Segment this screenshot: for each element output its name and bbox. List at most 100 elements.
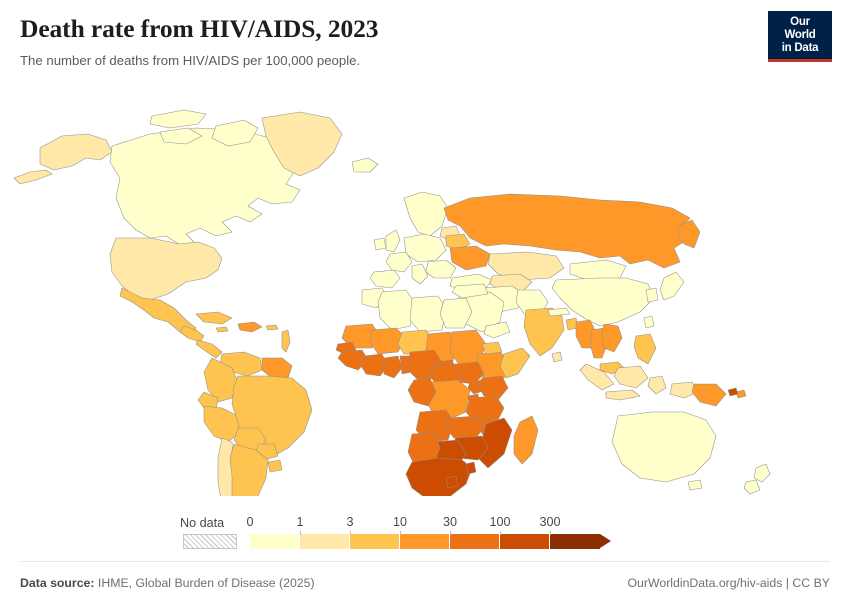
- country-russia-kamchatka[interactable]: [678, 220, 700, 248]
- legend-tick-1: 1: [296, 515, 304, 529]
- legend-no-data-swatch[interactable]: [183, 534, 237, 549]
- country-indonesia-sulawesi[interactable]: [648, 376, 666, 394]
- chart-header: Death rate from HIV/AIDS, 2023 The numbe…: [0, 0, 850, 80]
- legend-tick-3: 3: [346, 515, 354, 529]
- legend-bin-2[interactable]: [350, 534, 400, 549]
- country-canada-baffin-island[interactable]: [212, 120, 258, 146]
- page-title: Death rate from HIV/AIDS, 2023: [20, 14, 379, 43]
- country-ireland[interactable]: [374, 238, 386, 250]
- country-uruguay[interactable]: [268, 460, 282, 472]
- logo-line-1: Our World: [784, 16, 816, 41]
- world-map-svg[interactable]: [0, 86, 850, 496]
- country-united-kingdom[interactable]: [386, 230, 400, 252]
- world-choropleth-map[interactable]: [0, 86, 850, 496]
- country-mongolia[interactable]: [570, 260, 626, 280]
- country-guatemala-honduras[interactable]: [180, 326, 204, 342]
- country-somalia[interactable]: [500, 348, 530, 378]
- footer-site-link[interactable]: OurWorldinData.org/hiv-aids | CC BY: [627, 576, 830, 590]
- legend-color-bar[interactable]: [250, 534, 670, 549]
- country-united-states-alaska[interactable]: [40, 134, 112, 170]
- country-mali[interactable]: [370, 328, 406, 354]
- country-peru[interactable]: [204, 406, 240, 442]
- legend-tick-mark-3: [350, 531, 351, 535]
- country-cote-divoire[interactable]: [360, 354, 388, 376]
- country-aleutian-islands[interactable]: [14, 170, 52, 184]
- country-vietnam-laos-cambodia[interactable]: [602, 324, 622, 352]
- legend-tick-mark-1: [300, 531, 301, 535]
- country-nepal[interactable]: [548, 308, 570, 316]
- legend-tick-300: 300: [539, 515, 561, 529]
- country-canada-victoria-island[interactable]: [160, 128, 202, 144]
- country-nicaragua-costa-rica-panama[interactable]: [196, 340, 222, 358]
- country-iceland[interactable]: [352, 158, 378, 172]
- country-cuba[interactable]: [196, 312, 232, 324]
- chart-footer: Data source: IHME, Global Burden of Dise…: [0, 566, 850, 600]
- country-eritrea-djibouti[interactable]: [482, 342, 502, 354]
- country-jamaica[interactable]: [216, 327, 228, 332]
- country-indonesia-papua[interactable]: [670, 382, 698, 398]
- page-subtitle: The number of deaths from HIV/AIDS per 1…: [20, 52, 361, 68]
- country-puerto-rico[interactable]: [266, 325, 278, 330]
- footer-source-label: Data source:: [20, 576, 95, 590]
- country-madagascar[interactable]: [514, 416, 538, 464]
- country-australia[interactable]: [612, 412, 716, 482]
- country-china[interactable]: [552, 278, 654, 326]
- country-spain-portugal[interactable]: [370, 270, 400, 288]
- country-solomon-islands[interactable]: [728, 388, 738, 396]
- logo-line-2: in Data: [781, 41, 819, 54]
- legend-tick-30: 30: [442, 515, 458, 529]
- country-haiti-dominican-republic[interactable]: [238, 322, 262, 332]
- country-yemen-oman[interactable]: [484, 322, 510, 338]
- country-tasmania[interactable]: [688, 480, 702, 490]
- legend-tick-100: 100: [489, 515, 511, 529]
- country-eswatini[interactable]: [466, 462, 476, 474]
- country-indonesia-borneo[interactable]: [614, 366, 648, 388]
- country-congo-gabon[interactable]: [408, 378, 436, 406]
- country-ghana[interactable]: [384, 356, 402, 378]
- country-iraq-syria[interactable]: [452, 284, 488, 298]
- legend-bins[interactable]: [250, 534, 600, 549]
- country-russia[interactable]: [444, 194, 690, 268]
- country-korea[interactable]: [646, 288, 658, 302]
- country-colombia[interactable]: [204, 358, 238, 402]
- country-united-states[interactable]: [110, 238, 222, 300]
- country-argentina[interactable]: [230, 444, 268, 496]
- map-countries[interactable]: [14, 110, 770, 496]
- map-legend[interactable]: No data 0 1 3 10 30 100 300: [0, 505, 850, 553]
- legend-bin-6[interactable]: [550, 534, 600, 549]
- legend-bin-3[interactable]: [400, 534, 450, 549]
- country-lesser-antilles[interactable]: [282, 330, 290, 352]
- country-central-europe[interactable]: [404, 234, 446, 262]
- country-sri-lanka[interactable]: [552, 352, 562, 362]
- country-new-zealand-south[interactable]: [744, 480, 760, 494]
- country-norway-sweden-finland[interactable]: [404, 192, 448, 236]
- footer-divider: [20, 561, 830, 562]
- legend-open-ended-arrow: [600, 534, 611, 548]
- country-egypt[interactable]: [440, 298, 472, 328]
- country-japan[interactable]: [660, 272, 684, 300]
- country-balkans[interactable]: [426, 260, 456, 278]
- country-lesotho[interactable]: [446, 476, 458, 488]
- country-libya[interactable]: [410, 296, 446, 332]
- country-guyana-suriname[interactable]: [262, 358, 292, 378]
- country-greenland[interactable]: [262, 112, 342, 176]
- country-indonesia-sumatra[interactable]: [580, 364, 614, 390]
- legend-bin-5[interactable]: [500, 534, 550, 549]
- country-algeria[interactable]: [378, 290, 414, 330]
- country-indonesia-java[interactable]: [606, 390, 640, 400]
- country-ukraine[interactable]: [450, 246, 490, 270]
- country-kazakhstan[interactable]: [488, 252, 564, 280]
- our-world-in-data-logo[interactable]: Our World in Data: [768, 11, 832, 62]
- country-philippines[interactable]: [634, 334, 656, 364]
- country-pacific-islands[interactable]: [736, 390, 746, 398]
- legend-bin-4[interactable]: [450, 534, 500, 549]
- country-france[interactable]: [386, 252, 412, 272]
- country-canada-arctic-islands[interactable]: [150, 110, 206, 128]
- legend-bin-0[interactable]: [250, 534, 300, 549]
- country-taiwan[interactable]: [644, 316, 654, 328]
- country-papua-new-guinea[interactable]: [692, 384, 726, 406]
- country-south-africa[interactable]: [406, 458, 472, 496]
- country-new-zealand[interactable]: [754, 464, 770, 482]
- legend-bin-1[interactable]: [300, 534, 350, 549]
- country-italy[interactable]: [412, 264, 428, 284]
